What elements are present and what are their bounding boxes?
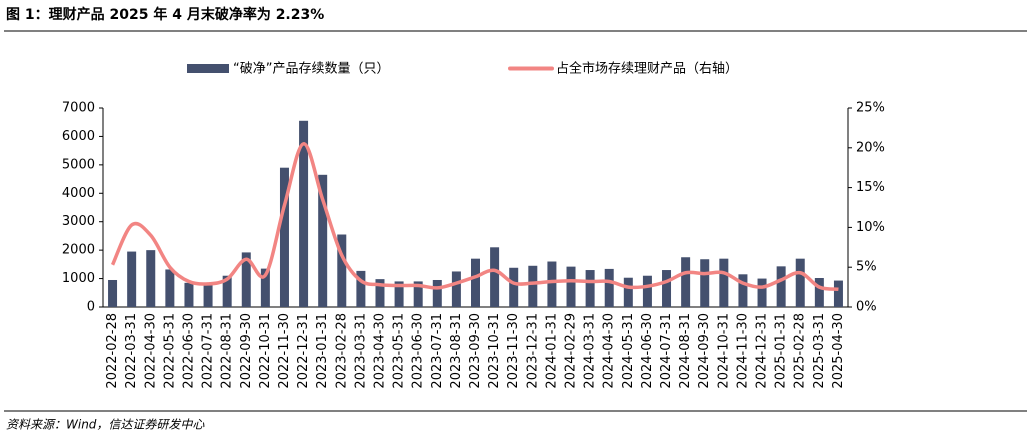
x-tick-label: 2023-12-31	[525, 313, 540, 389]
bar	[623, 277, 633, 307]
x-tick-label: 2023-02-28	[334, 313, 349, 389]
x-tick-label: 2024-11-30	[735, 313, 750, 389]
bar	[757, 278, 767, 307]
y2-tick-label: 20%	[856, 140, 885, 155]
bar	[566, 266, 576, 307]
bar	[260, 268, 270, 307]
x-tick-label: 2023-05-31	[392, 313, 407, 389]
source: 资料来源：Wind，信达证券研发中心	[6, 418, 205, 432]
bar	[337, 234, 347, 307]
x-tick-label: 2024-09-30	[697, 313, 712, 389]
bar	[184, 282, 194, 307]
x-tick-label: 2022-11-30	[277, 313, 292, 389]
bar	[279, 167, 289, 307]
x-tick-label: 2025-01-31	[774, 313, 789, 389]
bar	[356, 270, 366, 307]
x-tick-label: 2025-03-31	[812, 313, 827, 389]
bar	[318, 174, 328, 307]
y-tick-label: 5000	[62, 157, 95, 172]
x-tick-label: 2023-11-30	[506, 313, 521, 389]
y-tick-label: 6000	[62, 129, 95, 144]
x-tick-label: 2025-04-30	[831, 313, 846, 389]
bar	[299, 120, 309, 308]
bar	[203, 284, 213, 307]
bar	[814, 278, 824, 307]
x-tick-label: 2023-04-30	[372, 313, 387, 389]
bar	[795, 258, 805, 307]
bar	[585, 270, 595, 307]
bar	[108, 279, 118, 307]
bar	[241, 252, 251, 307]
bar	[509, 267, 519, 307]
x-tick-label: 2024-08-31	[678, 313, 693, 389]
bar	[776, 266, 786, 307]
x-tick-label: 2022-04-30	[143, 313, 158, 389]
legend-swatch	[187, 64, 229, 73]
x-tick-label: 2022-12-31	[296, 313, 311, 389]
bar	[833, 280, 843, 307]
bar	[642, 275, 652, 307]
bar	[719, 258, 729, 307]
bar	[432, 279, 442, 307]
y-tick-label: 7000	[62, 101, 95, 116]
bar	[547, 261, 557, 307]
x-tick-label: 2023-08-31	[449, 313, 464, 389]
bar	[222, 275, 232, 307]
bar	[375, 279, 385, 307]
x-tick-label: 2022-08-31	[220, 313, 235, 389]
x-tick-label: 2022-10-31	[258, 313, 273, 389]
x-tick-label: 2024-12-31	[755, 313, 770, 389]
legend-label: 占全市场存续理财产品（右轴）	[556, 61, 738, 77]
x-tick-label: 2023-03-31	[353, 313, 368, 389]
bar	[146, 250, 156, 307]
bar	[394, 281, 404, 307]
x-tick-label: 2023-01-31	[315, 313, 330, 389]
y-tick-label: 1000	[62, 271, 95, 286]
x-tick-label: 2024-10-31	[716, 313, 731, 389]
legend-label: “破净”产品存续数量（只）	[233, 62, 389, 77]
x-tick-label: 2023-07-31	[430, 313, 445, 389]
x-tick-label: 2024-02-29	[564, 313, 579, 389]
bar	[471, 258, 480, 307]
bar	[662, 270, 672, 307]
bar	[604, 268, 614, 307]
x-tick-label: 2024-06-30	[640, 313, 655, 389]
y2-tick-label: 15%	[856, 180, 885, 195]
y-tick-label: 3000	[62, 214, 95, 229]
x-tick-label: 2024-05-31	[621, 313, 636, 389]
y2-tick-label: 5%	[856, 260, 877, 275]
bar	[700, 259, 710, 307]
bar	[413, 281, 423, 307]
chart-title: 图 1：理财产品 2025 年 4 月末破净率为 2.23%	[6, 6, 324, 23]
x-tick-label: 2022-03-31	[124, 313, 139, 389]
x-tick-label: 2024-01-31	[544, 313, 559, 389]
y2-tick-label: 0%	[856, 300, 877, 315]
x-tick-label: 2023-10-31	[487, 313, 502, 389]
bar	[528, 265, 538, 307]
y-tick-label: 0	[87, 300, 95, 315]
x-tick-label: 2024-07-31	[659, 313, 674, 389]
bar	[127, 251, 137, 307]
y-tick-label: 2000	[62, 243, 95, 258]
bar	[165, 269, 175, 307]
bar	[451, 271, 461, 307]
x-tick-label: 2023-09-30	[468, 313, 483, 389]
x-tick-label: 2025-02-28	[793, 313, 808, 389]
bar	[490, 247, 500, 307]
x-tick-label: 2024-03-31	[583, 313, 598, 389]
y2-tick-label: 10%	[856, 220, 885, 235]
bar	[738, 274, 748, 307]
x-tick-label: 2022-02-28	[105, 313, 120, 389]
x-tick-label: 2024-04-30	[602, 313, 617, 389]
bar	[681, 257, 691, 307]
y2-tick-label: 25%	[856, 101, 885, 116]
x-tick-label: 2022-09-30	[239, 313, 254, 389]
x-tick-label: 2022-07-31	[201, 313, 216, 389]
x-tick-label: 2022-06-30	[181, 313, 196, 389]
x-tick-label: 2022-05-31	[162, 313, 177, 389]
x-tick-label: 2023-06-30	[411, 313, 426, 389]
y-tick-label: 4000	[62, 186, 95, 201]
line	[110, 142, 839, 291]
